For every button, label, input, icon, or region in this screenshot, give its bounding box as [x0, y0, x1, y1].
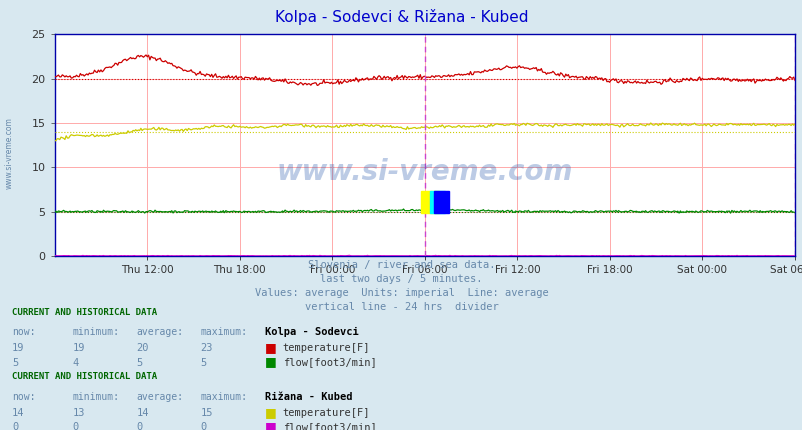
Text: Kolpa - Sodevci & Rižana - Kubed: Kolpa - Sodevci & Rižana - Kubed — [274, 9, 528, 25]
Text: 14: 14 — [12, 408, 25, 418]
Text: temperature[F]: temperature[F] — [282, 408, 370, 418]
Text: flow[foot3/min]: flow[foot3/min] — [282, 357, 376, 368]
Text: average:: average: — [136, 392, 184, 402]
Text: 19: 19 — [72, 343, 85, 353]
Text: 0: 0 — [72, 422, 79, 430]
Text: Rižana - Kubed: Rižana - Kubed — [265, 392, 352, 402]
Text: temperature[F]: temperature[F] — [282, 343, 370, 353]
Text: 5: 5 — [136, 357, 143, 368]
Text: now:: now: — [12, 327, 35, 338]
Text: ■: ■ — [265, 420, 277, 430]
Text: minimum:: minimum: — [72, 392, 119, 402]
Text: maximum:: maximum: — [200, 392, 248, 402]
Text: ■: ■ — [265, 341, 277, 354]
Bar — [420, 191, 439, 213]
Text: 14: 14 — [136, 408, 149, 418]
Text: Slovenia / river and sea data.
last two days / 5 minutes.
Values: average  Units: Slovenia / river and sea data. last two … — [254, 260, 548, 312]
Text: maximum:: maximum: — [200, 327, 248, 338]
Text: 13: 13 — [72, 408, 85, 418]
Bar — [433, 191, 448, 213]
Text: CURRENT AND HISTORICAL DATA: CURRENT AND HISTORICAL DATA — [12, 308, 157, 317]
Text: 0: 0 — [136, 422, 143, 430]
Text: 5: 5 — [200, 357, 207, 368]
Text: 20: 20 — [136, 343, 149, 353]
Text: minimum:: minimum: — [72, 327, 119, 338]
Text: 15: 15 — [200, 408, 213, 418]
Text: CURRENT AND HISTORICAL DATA: CURRENT AND HISTORICAL DATA — [12, 372, 157, 381]
Text: flow[foot3/min]: flow[foot3/min] — [282, 422, 376, 430]
Text: 4: 4 — [72, 357, 79, 368]
Text: 19: 19 — [12, 343, 25, 353]
Text: 0: 0 — [200, 422, 207, 430]
Text: average:: average: — [136, 327, 184, 338]
Text: ■: ■ — [265, 356, 277, 369]
Text: www.si-vreme.com: www.si-vreme.com — [5, 117, 14, 189]
Text: ■: ■ — [265, 406, 277, 419]
Text: Kolpa - Sodevci: Kolpa - Sodevci — [265, 327, 358, 338]
Text: 0: 0 — [12, 422, 18, 430]
Text: now:: now: — [12, 392, 35, 402]
Text: 5: 5 — [12, 357, 18, 368]
Text: www.si-vreme.com: www.si-vreme.com — [276, 158, 573, 186]
Bar — [429, 191, 444, 213]
Text: 23: 23 — [200, 343, 213, 353]
